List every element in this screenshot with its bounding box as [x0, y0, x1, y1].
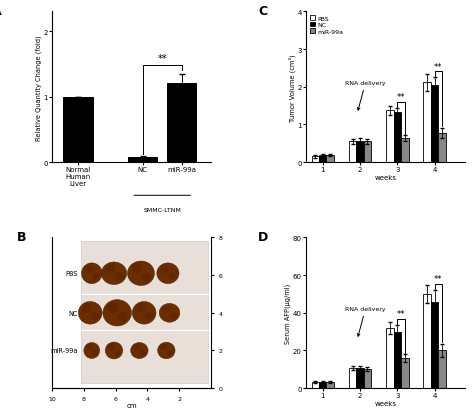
X-axis label: weeks: weeks — [374, 174, 396, 180]
Ellipse shape — [78, 302, 102, 324]
Ellipse shape — [136, 304, 146, 313]
Bar — [364, 370, 371, 388]
Ellipse shape — [114, 350, 120, 356]
Bar — [431, 85, 438, 163]
Bar — [311, 157, 319, 163]
Text: miR-99a: miR-99a — [50, 348, 78, 354]
Y-axis label: Serum AFP(μg/ml): Serum AFP(μg/ml) — [285, 283, 292, 343]
Bar — [386, 111, 393, 163]
Bar — [386, 328, 393, 388]
Bar — [438, 133, 446, 163]
Ellipse shape — [159, 304, 180, 323]
Text: C: C — [258, 5, 267, 18]
Text: RNA delivery: RNA delivery — [346, 306, 386, 337]
Y-axis label: Relative Quantity Change (fold): Relative Quantity Change (fold) — [36, 35, 42, 140]
Ellipse shape — [145, 313, 153, 320]
Text: B: B — [17, 230, 27, 243]
Ellipse shape — [107, 303, 118, 313]
Bar — [319, 382, 327, 388]
Ellipse shape — [108, 344, 115, 351]
Ellipse shape — [160, 265, 169, 273]
Ellipse shape — [105, 342, 123, 359]
Ellipse shape — [101, 262, 127, 285]
Bar — [128, 157, 157, 163]
Bar — [364, 142, 371, 163]
X-axis label: weeks: weeks — [374, 400, 396, 406]
Ellipse shape — [160, 344, 167, 351]
Ellipse shape — [115, 273, 124, 281]
Bar — [349, 368, 356, 388]
Ellipse shape — [92, 273, 100, 280]
Ellipse shape — [92, 350, 98, 356]
Ellipse shape — [157, 263, 179, 284]
Bar — [356, 368, 364, 388]
Text: A: A — [0, 5, 1, 18]
Ellipse shape — [131, 343, 148, 358]
Ellipse shape — [142, 273, 151, 282]
Ellipse shape — [168, 273, 176, 280]
Ellipse shape — [167, 350, 173, 356]
Ellipse shape — [84, 265, 93, 273]
Bar — [356, 141, 364, 163]
Text: **: ** — [434, 62, 443, 71]
Ellipse shape — [86, 344, 92, 351]
Ellipse shape — [118, 312, 128, 322]
Text: D: D — [258, 230, 269, 243]
Ellipse shape — [140, 350, 146, 356]
Bar — [349, 142, 356, 163]
Bar — [311, 382, 319, 388]
Bar — [64, 97, 92, 163]
Text: **: ** — [397, 309, 405, 318]
Ellipse shape — [91, 313, 99, 320]
Bar — [327, 156, 334, 163]
Ellipse shape — [132, 302, 156, 324]
Bar — [319, 156, 327, 163]
Bar — [81, 242, 208, 382]
Text: **: ** — [157, 54, 167, 64]
Ellipse shape — [158, 342, 175, 359]
Ellipse shape — [103, 300, 131, 326]
Text: PBS: PBS — [65, 271, 78, 277]
Bar — [401, 139, 409, 163]
Bar — [438, 351, 446, 388]
Text: **: ** — [434, 275, 443, 284]
Bar — [423, 294, 431, 388]
Bar — [431, 302, 438, 388]
Text: SMMC-LTNM: SMMC-LTNM — [143, 208, 181, 213]
Ellipse shape — [170, 313, 177, 319]
Text: **: ** — [397, 93, 405, 102]
Bar — [327, 382, 334, 388]
Ellipse shape — [131, 264, 142, 273]
Ellipse shape — [82, 263, 102, 284]
Bar — [401, 358, 409, 388]
Bar — [167, 84, 196, 163]
Text: NC: NC — [68, 310, 78, 316]
Ellipse shape — [133, 344, 140, 351]
Ellipse shape — [162, 306, 171, 313]
Ellipse shape — [128, 261, 155, 286]
Ellipse shape — [105, 265, 115, 273]
Y-axis label: Tumor Volume (cm³): Tumor Volume (cm³) — [288, 54, 296, 121]
Legend: PBS, NC, miR-99a: PBS, NC, miR-99a — [309, 16, 344, 35]
Ellipse shape — [82, 304, 91, 313]
Text: RNA delivery: RNA delivery — [346, 81, 386, 111]
Bar — [393, 332, 401, 388]
X-axis label: cm: cm — [126, 402, 137, 408]
Bar — [393, 113, 401, 163]
Bar — [423, 83, 431, 163]
Ellipse shape — [84, 343, 100, 358]
